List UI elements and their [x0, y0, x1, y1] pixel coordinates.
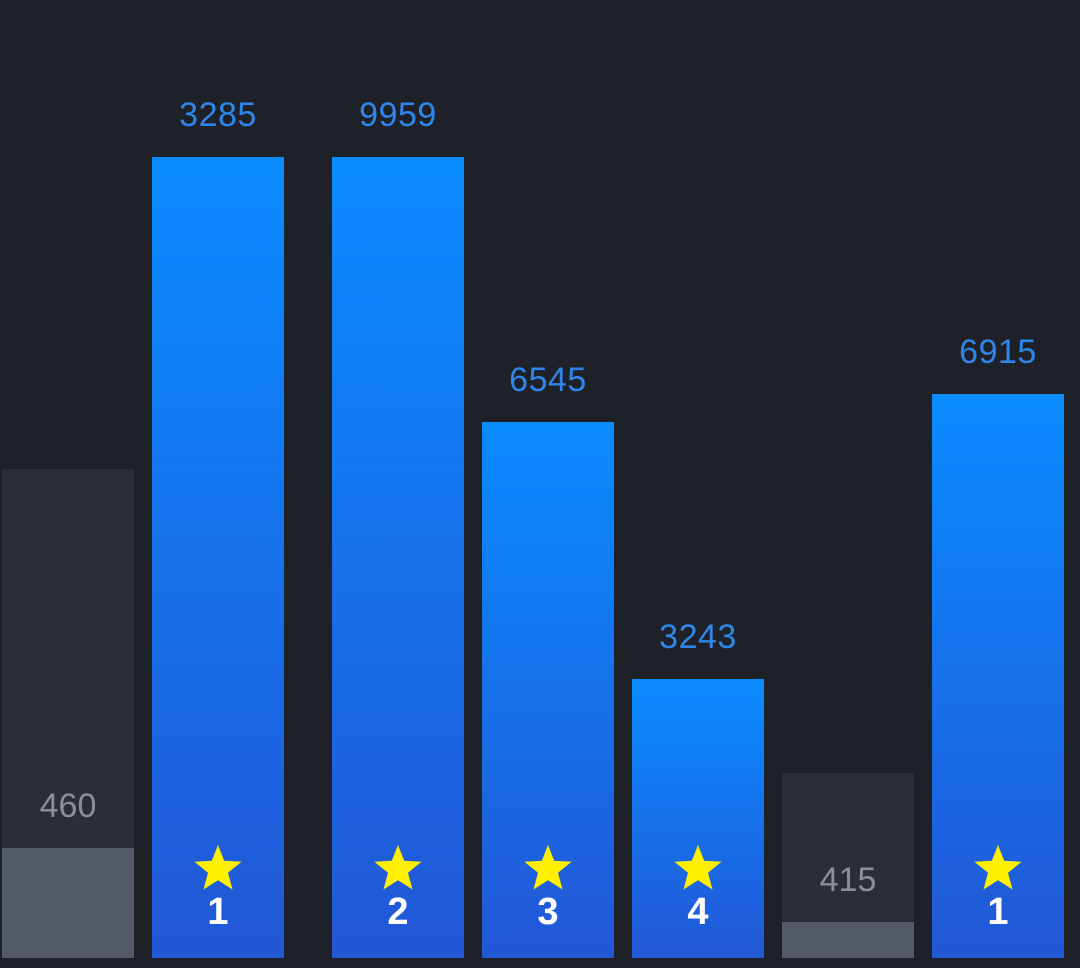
bar-fill: [2, 848, 134, 958]
bar-item[interactable]: 2: [332, 157, 464, 958]
bar-rank: 2: [387, 891, 409, 933]
bar-value-label: 6545: [509, 361, 587, 399]
star-icon: [194, 845, 242, 890]
bar-item[interactable]: 460: [2, 469, 134, 958]
bar-value-label: 460: [39, 787, 97, 825]
bar-item[interactable]: 1: [932, 394, 1064, 958]
bar-fill: [782, 922, 914, 958]
bar-rank: 4: [687, 891, 709, 933]
bar-value-label: 9959: [359, 96, 437, 134]
bar-rank: 1: [987, 891, 1009, 933]
bar-value-label: 415: [819, 861, 877, 899]
bar-rank: 1: [207, 891, 229, 933]
star-icon: [674, 845, 722, 890]
bar-item[interactable]: 415: [782, 773, 914, 958]
bar-item[interactable]: 1: [152, 157, 284, 958]
star-icon: [974, 845, 1022, 890]
bar-rank: 3: [537, 891, 559, 933]
bar-item[interactable]: 3: [482, 422, 614, 958]
bar-value-label: 6915: [959, 333, 1037, 371]
bar-item[interactable]: 4: [632, 679, 764, 958]
star-icon: [374, 845, 422, 890]
bar-value-label: 3285: [179, 96, 257, 134]
star-icon: [524, 845, 572, 890]
bar-value-label: 3243: [659, 618, 737, 656]
